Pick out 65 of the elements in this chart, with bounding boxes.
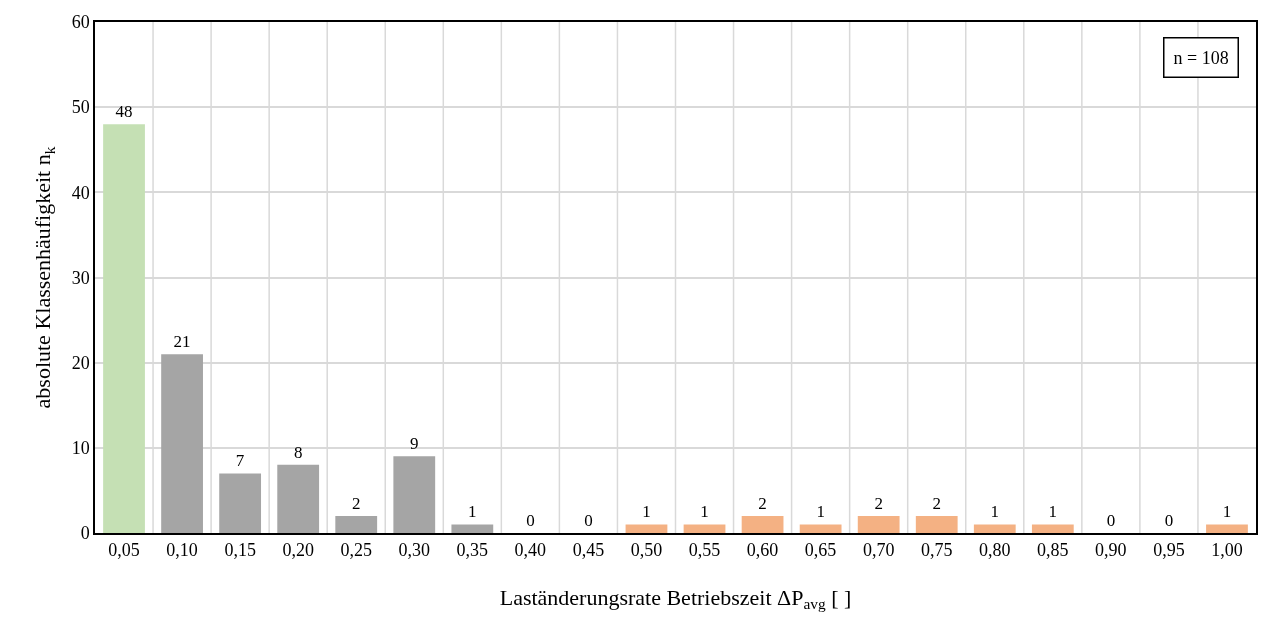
x-tick-label: 0,75 [920,540,953,561]
x-tick-label: 0,40 [514,540,547,561]
bar [741,515,784,533]
bar [277,464,320,533]
x-tick-label: 0,70 [862,540,895,561]
data-label: 2 [351,493,361,513]
data-label: 1 [990,502,1000,522]
data-label: 21 [173,332,191,352]
bar [625,524,668,533]
y-tick-label: 50 [71,97,90,118]
x-tick-label: 0,50 [630,540,663,561]
bar [393,456,436,533]
bar [103,124,145,533]
y-tick-label: 30 [71,267,90,288]
x-tick-label: 0,15 [224,540,256,561]
data-label: 0 [1164,511,1174,530]
x-axis-title: Laständerungsrate Betriebszeit ΔP$_{avg}$ [ ] [499,584,852,613]
bar [857,515,900,533]
x-tick-label: 0,60 [746,540,779,561]
data-label: 1 [700,502,709,522]
bar [335,515,378,533]
y-tick-label: 10 [71,438,90,459]
annotation: n = 108 [1173,47,1229,68]
data-label: 8 [293,442,303,462]
x-tick-label: 0,55 [688,540,721,561]
data-label: 2 [932,493,941,513]
bar [973,524,1016,533]
y-tick-label: 20 [71,352,90,373]
x-tick-label: 0,90 [1095,540,1127,561]
data-label: 0 [1106,511,1116,530]
data-label: 1 [642,502,651,522]
data-label: 2 [758,493,767,513]
bar [915,515,958,533]
bar [161,354,203,533]
data-label: 7 [235,451,245,471]
bar [799,524,842,533]
x-tick-label: 0,20 [282,540,314,561]
bar [451,524,494,533]
x-tick-label: 0,45 [572,540,605,561]
y-tick-label: 60 [71,12,90,33]
data-label: 1 [1048,502,1058,522]
x-tick-label: 0,80 [979,540,1011,561]
y-tick-label: 40 [71,182,90,203]
x-tick-label: 1,00 [1211,540,1243,561]
bar [683,524,726,533]
bar [1206,524,1248,533]
x-tick-label: 0,65 [804,540,837,561]
x-tick-label: 0,95 [1153,540,1185,561]
bar [219,473,262,533]
x-tick-label: 0,10 [166,540,198,561]
data-label: 9 [410,434,419,454]
y-tick-label: 0 [80,523,90,544]
data-label: 1 [468,502,477,522]
x-tick-label: 0,85 [1037,540,1069,561]
data-label: 48 [115,102,133,122]
data-label: 0 [526,511,535,530]
x-tick-label: 0,25 [340,540,372,561]
bar [1031,524,1074,533]
data-label: 1 [1222,502,1232,522]
data-label: 1 [816,502,825,522]
data-label: 0 [584,511,593,530]
x-tick-label: 0,30 [398,540,431,561]
x-tick-label: 0,05 [108,540,140,561]
data-label: 2 [874,493,883,513]
x-tick-label: 0,35 [456,540,489,561]
